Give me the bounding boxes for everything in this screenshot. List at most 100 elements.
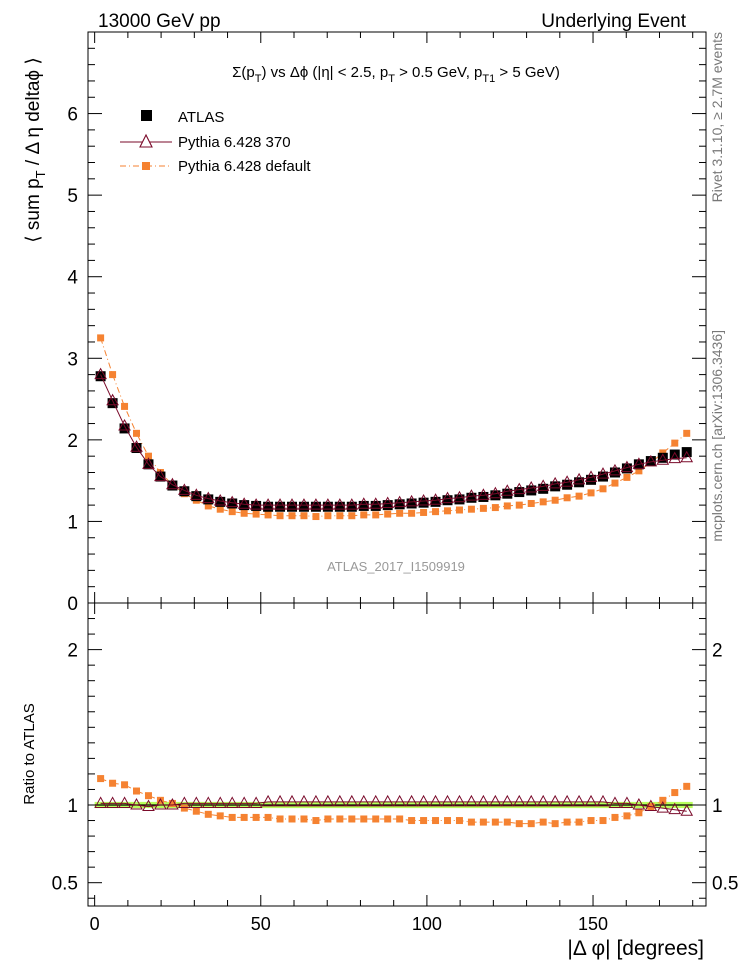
header-left: 13000 GeV pp (98, 11, 221, 32)
ratio-default-point (683, 782, 691, 790)
ratio-370-point (166, 797, 179, 810)
ratio-default-point (121, 781, 129, 789)
ratio-default-point (444, 817, 452, 825)
ratio-370-point (560, 794, 574, 807)
x-tick-label: 0 (90, 914, 100, 934)
atlas-point (406, 498, 417, 509)
atlas-point (490, 490, 501, 501)
pythia-370-point (297, 498, 311, 510)
ratio-370-point (680, 804, 694, 816)
pythia-370-point (142, 457, 155, 469)
pythia-default-point (276, 512, 284, 520)
pythia-370-point (548, 476, 562, 489)
atlas-point (550, 481, 561, 492)
pythia-default-point (563, 494, 571, 502)
pythia-default-point (420, 508, 428, 516)
pythia-370-point (656, 453, 670, 465)
ratio-370-point (285, 794, 299, 807)
atlas-point (574, 477, 585, 488)
rivet-label: Rivet 3.1.10, ≥ 2.7M events (709, 32, 725, 202)
pythia-370-point (106, 393, 119, 406)
x-axis-label: |Δ φ| [degrees] (567, 937, 704, 960)
ratio-default-point (312, 817, 320, 825)
atlas-point (358, 500, 369, 511)
ratio-default-point (324, 815, 332, 823)
legend-default-label: Pythia 6.428 default (178, 158, 311, 175)
ratio-default-point (503, 818, 511, 826)
ratio-default-point (336, 815, 344, 823)
pythia-default-point (527, 499, 535, 507)
ratio-default-point (372, 815, 380, 823)
ratio-default-point (527, 820, 535, 828)
atlas-point (382, 500, 393, 511)
pythia-default-point (348, 512, 356, 520)
ratio-tick-label: 1 (67, 796, 78, 817)
ratio-default-point (264, 813, 272, 821)
pythia-default-point (204, 502, 212, 510)
ratio-370-point (154, 797, 167, 810)
x-tick-label: 150 (578, 914, 608, 934)
pythia-370-point (441, 491, 454, 504)
ratio-default-point (635, 809, 643, 817)
pythia-default-point (240, 509, 248, 517)
pythia-370-point (189, 488, 203, 500)
series-layer (94, 334, 694, 828)
pythia-default-point (97, 334, 105, 342)
legend-atlas-marker (141, 110, 152, 121)
atlas-point (287, 501, 298, 512)
atlas-point (119, 423, 130, 434)
ratio-370-point (644, 799, 658, 812)
atlas-point (562, 479, 573, 490)
ratio-default-point (479, 818, 487, 826)
ratio-370-point (261, 794, 275, 807)
pythia-370-point (166, 477, 179, 490)
ratio-default-point (192, 807, 200, 815)
ratio-370-point (524, 794, 538, 807)
pythia-default-point (539, 498, 547, 506)
ratio-370-point (369, 794, 383, 807)
atlas-point (239, 500, 250, 511)
pythia-370-point (357, 497, 371, 509)
ratio-370-point (297, 794, 311, 807)
atlas-point (95, 371, 106, 382)
ratio-370-point (309, 794, 323, 807)
ratio-default-point (623, 812, 631, 820)
atlas-point (645, 456, 656, 467)
ratio-tick-label-right: 0.5 (712, 874, 738, 895)
ratio-default-point (228, 813, 236, 821)
atlas-point (478, 491, 489, 502)
pythia-370-point (644, 454, 658, 467)
x-tick-label: 50 (251, 914, 271, 934)
y-tick-label: 2 (67, 431, 78, 452)
atlas-point (466, 492, 477, 503)
ratio-370-point (357, 794, 371, 807)
ratio-default-point (659, 796, 667, 804)
pythia-370-point (500, 484, 514, 496)
pythia-370-point (524, 480, 538, 493)
pythia-default-point (623, 473, 631, 481)
plot-title: Σ(pT) vs Δϕ (|η| < 2.5, pT > 0.5 GeV, pT… (232, 64, 560, 85)
pythia-default-point (288, 512, 296, 520)
pythia-default-point (455, 506, 463, 514)
pythia-default-point (503, 502, 511, 510)
atlas-point (215, 496, 226, 507)
pythia-default-point (360, 511, 368, 519)
ratio-370-point (321, 794, 335, 807)
pythia-370-point (225, 495, 239, 508)
ratio-370-point (381, 794, 395, 807)
ratio-default-point (420, 817, 428, 825)
atlas-point (657, 452, 668, 463)
ratio-default-point (300, 815, 308, 823)
pythia-default-point (324, 512, 332, 520)
ratio-default-point (360, 815, 368, 823)
ratio-default-point (563, 818, 571, 826)
atlas-point (322, 501, 333, 512)
pythia-default-point (228, 508, 236, 516)
atlas-point (621, 463, 632, 474)
ratio-370-point (118, 796, 131, 808)
pythia-default-point (408, 509, 416, 517)
header-right: Underlying Event (541, 11, 686, 32)
ratio-default-point (455, 817, 463, 825)
atlas-point (179, 486, 190, 497)
pythia-370-point (321, 498, 335, 510)
